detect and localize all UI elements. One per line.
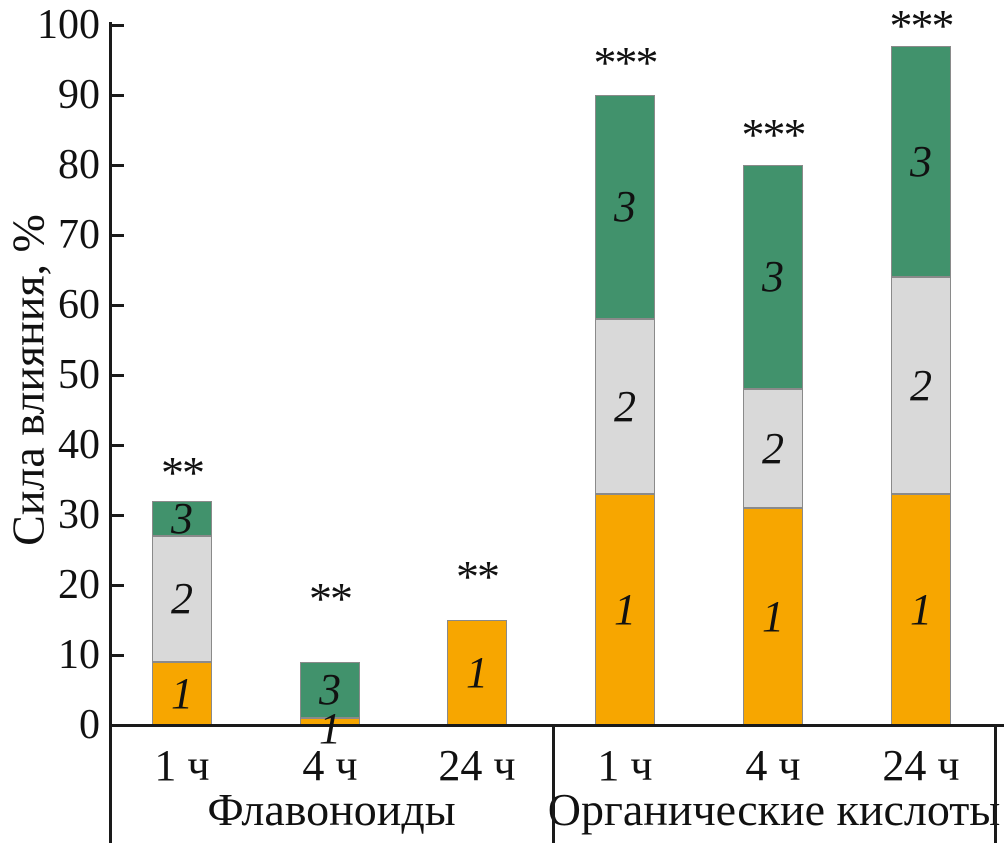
bar-segment-2: 2 — [743, 389, 803, 508]
y-axis-tick — [110, 373, 124, 377]
y-axis-tick-label: 100 — [37, 2, 100, 48]
bar-segment-1: 1 — [595, 494, 655, 725]
segment-number-label: 2 — [910, 360, 932, 410]
bar-segment-3: 3 — [152, 496, 212, 540]
x-tick-label: 1 ч — [597, 741, 653, 790]
segment-number-label: 1 — [466, 647, 488, 697]
y-axis-tick-label: 30 — [58, 492, 100, 538]
y-axis-tick-label: 60 — [58, 282, 100, 328]
segment-number-label: 2 — [762, 423, 784, 473]
y-axis-tick-label: 40 — [58, 422, 100, 468]
bar-segment-3: 3 — [891, 46, 951, 277]
bar-segment-1: 1 — [891, 494, 951, 725]
y-axis-tick — [110, 653, 124, 657]
bar-segment-3: 3 — [595, 95, 655, 319]
y-axis-tick-label: 20 — [58, 562, 100, 608]
group-divider-line — [551, 725, 555, 843]
significance-marker: *** — [889, 0, 955, 51]
x-tick-label: 4 ч — [302, 741, 358, 790]
y-axis-tick-label: 50 — [58, 352, 100, 398]
segment-number-label: 3 — [910, 136, 932, 186]
bar-segment-1: 1 — [447, 620, 507, 725]
bar-segment-3: 3 — [743, 165, 803, 389]
category-box-right-line — [993, 725, 997, 843]
y-axis-tick-label: 70 — [58, 212, 100, 258]
y-axis-tick — [110, 443, 124, 447]
segment-number-label: 3 — [171, 493, 193, 543]
significance-marker: ** — [456, 551, 500, 602]
y-axis-tick-label: 0 — [79, 702, 100, 748]
segment-number-label: 1 — [171, 668, 193, 718]
significance-marker: *** — [741, 109, 807, 160]
y-axis-tick — [110, 233, 124, 237]
segment-number-label: 1 — [319, 704, 341, 753]
x-tick-label: 1 ч — [154, 741, 210, 790]
segment-number-label: 3 — [614, 182, 636, 231]
significance-marker: *** — [593, 37, 659, 88]
y-axis-tick — [110, 723, 124, 727]
y-axis-tick-label: 80 — [58, 142, 100, 188]
y-axis-tick-label: 90 — [58, 72, 100, 118]
segment-number-label: 2 — [171, 574, 193, 623]
group-label: Флавоноиды — [207, 784, 456, 835]
y-axis-tick — [110, 303, 124, 307]
x-tick-label: 24 ч — [882, 741, 960, 790]
y-axis-tick — [110, 23, 124, 27]
y-axis-tick — [110, 93, 124, 97]
segment-number-label: 3 — [319, 665, 341, 714]
y-axis-tick-label: 10 — [58, 632, 100, 678]
bar-segment-1: 1 — [152, 662, 212, 725]
group-label: Органические кислоты — [547, 784, 1001, 835]
segment-number-label: 2 — [614, 381, 636, 431]
segment-number-label: 1 — [614, 584, 636, 634]
y-axis-tick — [110, 583, 124, 587]
significance-marker: ** — [309, 573, 353, 624]
bar-segment-2: 2 — [595, 319, 655, 494]
segment-number-label: 3 — [762, 252, 784, 301]
y-axis-tick — [110, 163, 124, 167]
bar-segment-1: 1 — [743, 508, 803, 725]
bar-segment-3: 3 — [300, 662, 360, 718]
y-axis-tick — [110, 513, 124, 517]
significance-marker: ** — [161, 447, 205, 498]
bar-segment-2: 2 — [152, 536, 212, 662]
segment-number-label: 1 — [910, 584, 932, 634]
x-tick-label: 4 ч — [745, 741, 801, 790]
y-axis-line — [108, 22, 112, 843]
x-axis-line — [108, 723, 1004, 727]
segment-number-label: 1 — [762, 591, 784, 641]
x-tick-label: 24 ч — [438, 741, 516, 790]
bar-segment-2: 2 — [891, 277, 951, 494]
